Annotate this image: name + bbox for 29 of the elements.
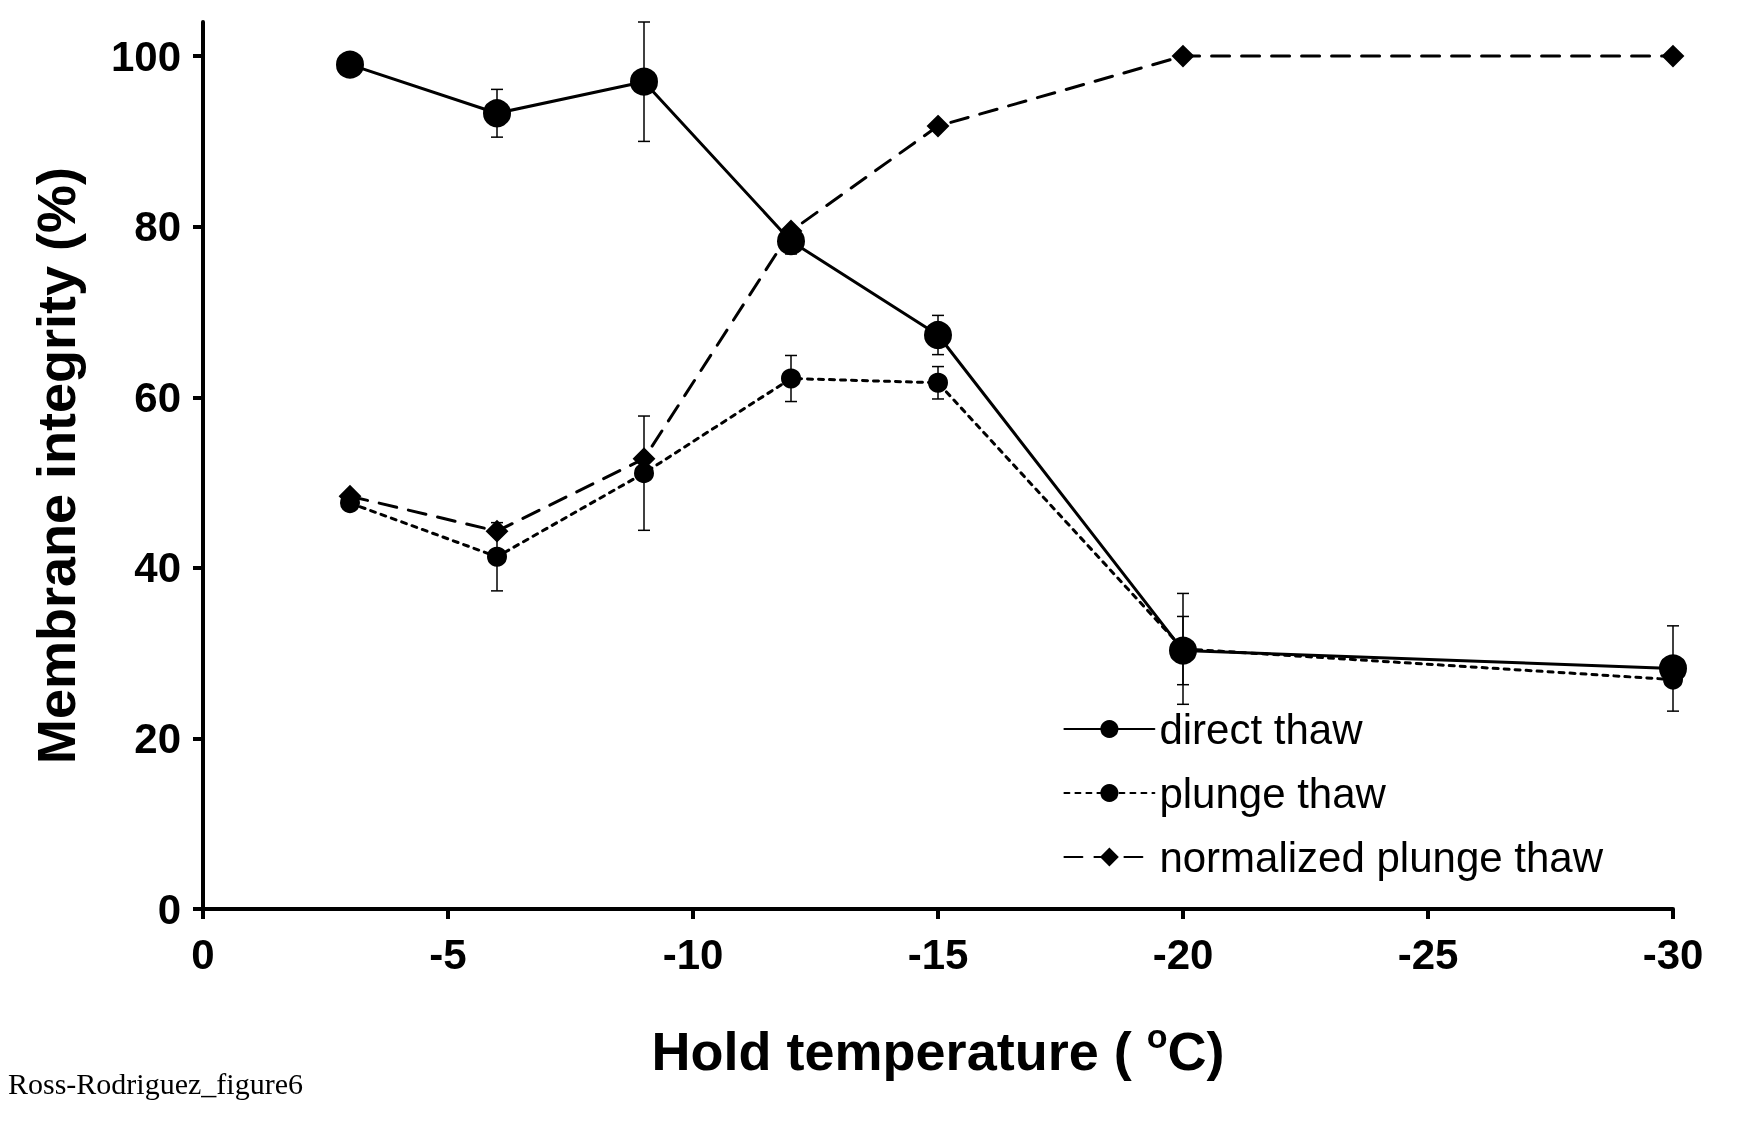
legend-label: direct thaw <box>1159 705 1364 753</box>
point <box>928 372 948 393</box>
x-tick-label: -25 <box>1397 930 1459 978</box>
point <box>781 368 801 389</box>
legend-label: normalized plunge thaw <box>1159 833 1604 881</box>
y-tick-label: 20 <box>134 714 181 762</box>
point <box>487 546 507 567</box>
y-tick-label: 100 <box>110 32 181 80</box>
x-tick-label: 0 <box>191 930 215 978</box>
y-axis-title: Membrane integrity (%) <box>26 166 86 765</box>
x-tick-label: -20 <box>1152 930 1214 978</box>
point <box>630 67 658 96</box>
x-tick-label: -30 <box>1642 930 1704 978</box>
x-tick-label: -5 <box>429 930 467 978</box>
point <box>1172 45 1194 68</box>
x-tick-label: -15 <box>907 930 969 978</box>
point <box>924 321 952 349</box>
y-tick-label: 80 <box>134 203 181 251</box>
x-tick-label: -10 <box>662 930 724 978</box>
point <box>927 115 949 138</box>
point <box>483 99 511 128</box>
y-tick-label: 60 <box>134 373 181 421</box>
point <box>486 520 508 543</box>
y-tick-label: 0 <box>157 885 181 933</box>
point <box>336 50 364 79</box>
point <box>1662 45 1684 68</box>
text: Ross-Rodriguez_figure6 <box>8 1066 303 1100</box>
y-tick-label: 40 <box>134 544 181 592</box>
legend-label: plunge thaw <box>1159 769 1387 817</box>
